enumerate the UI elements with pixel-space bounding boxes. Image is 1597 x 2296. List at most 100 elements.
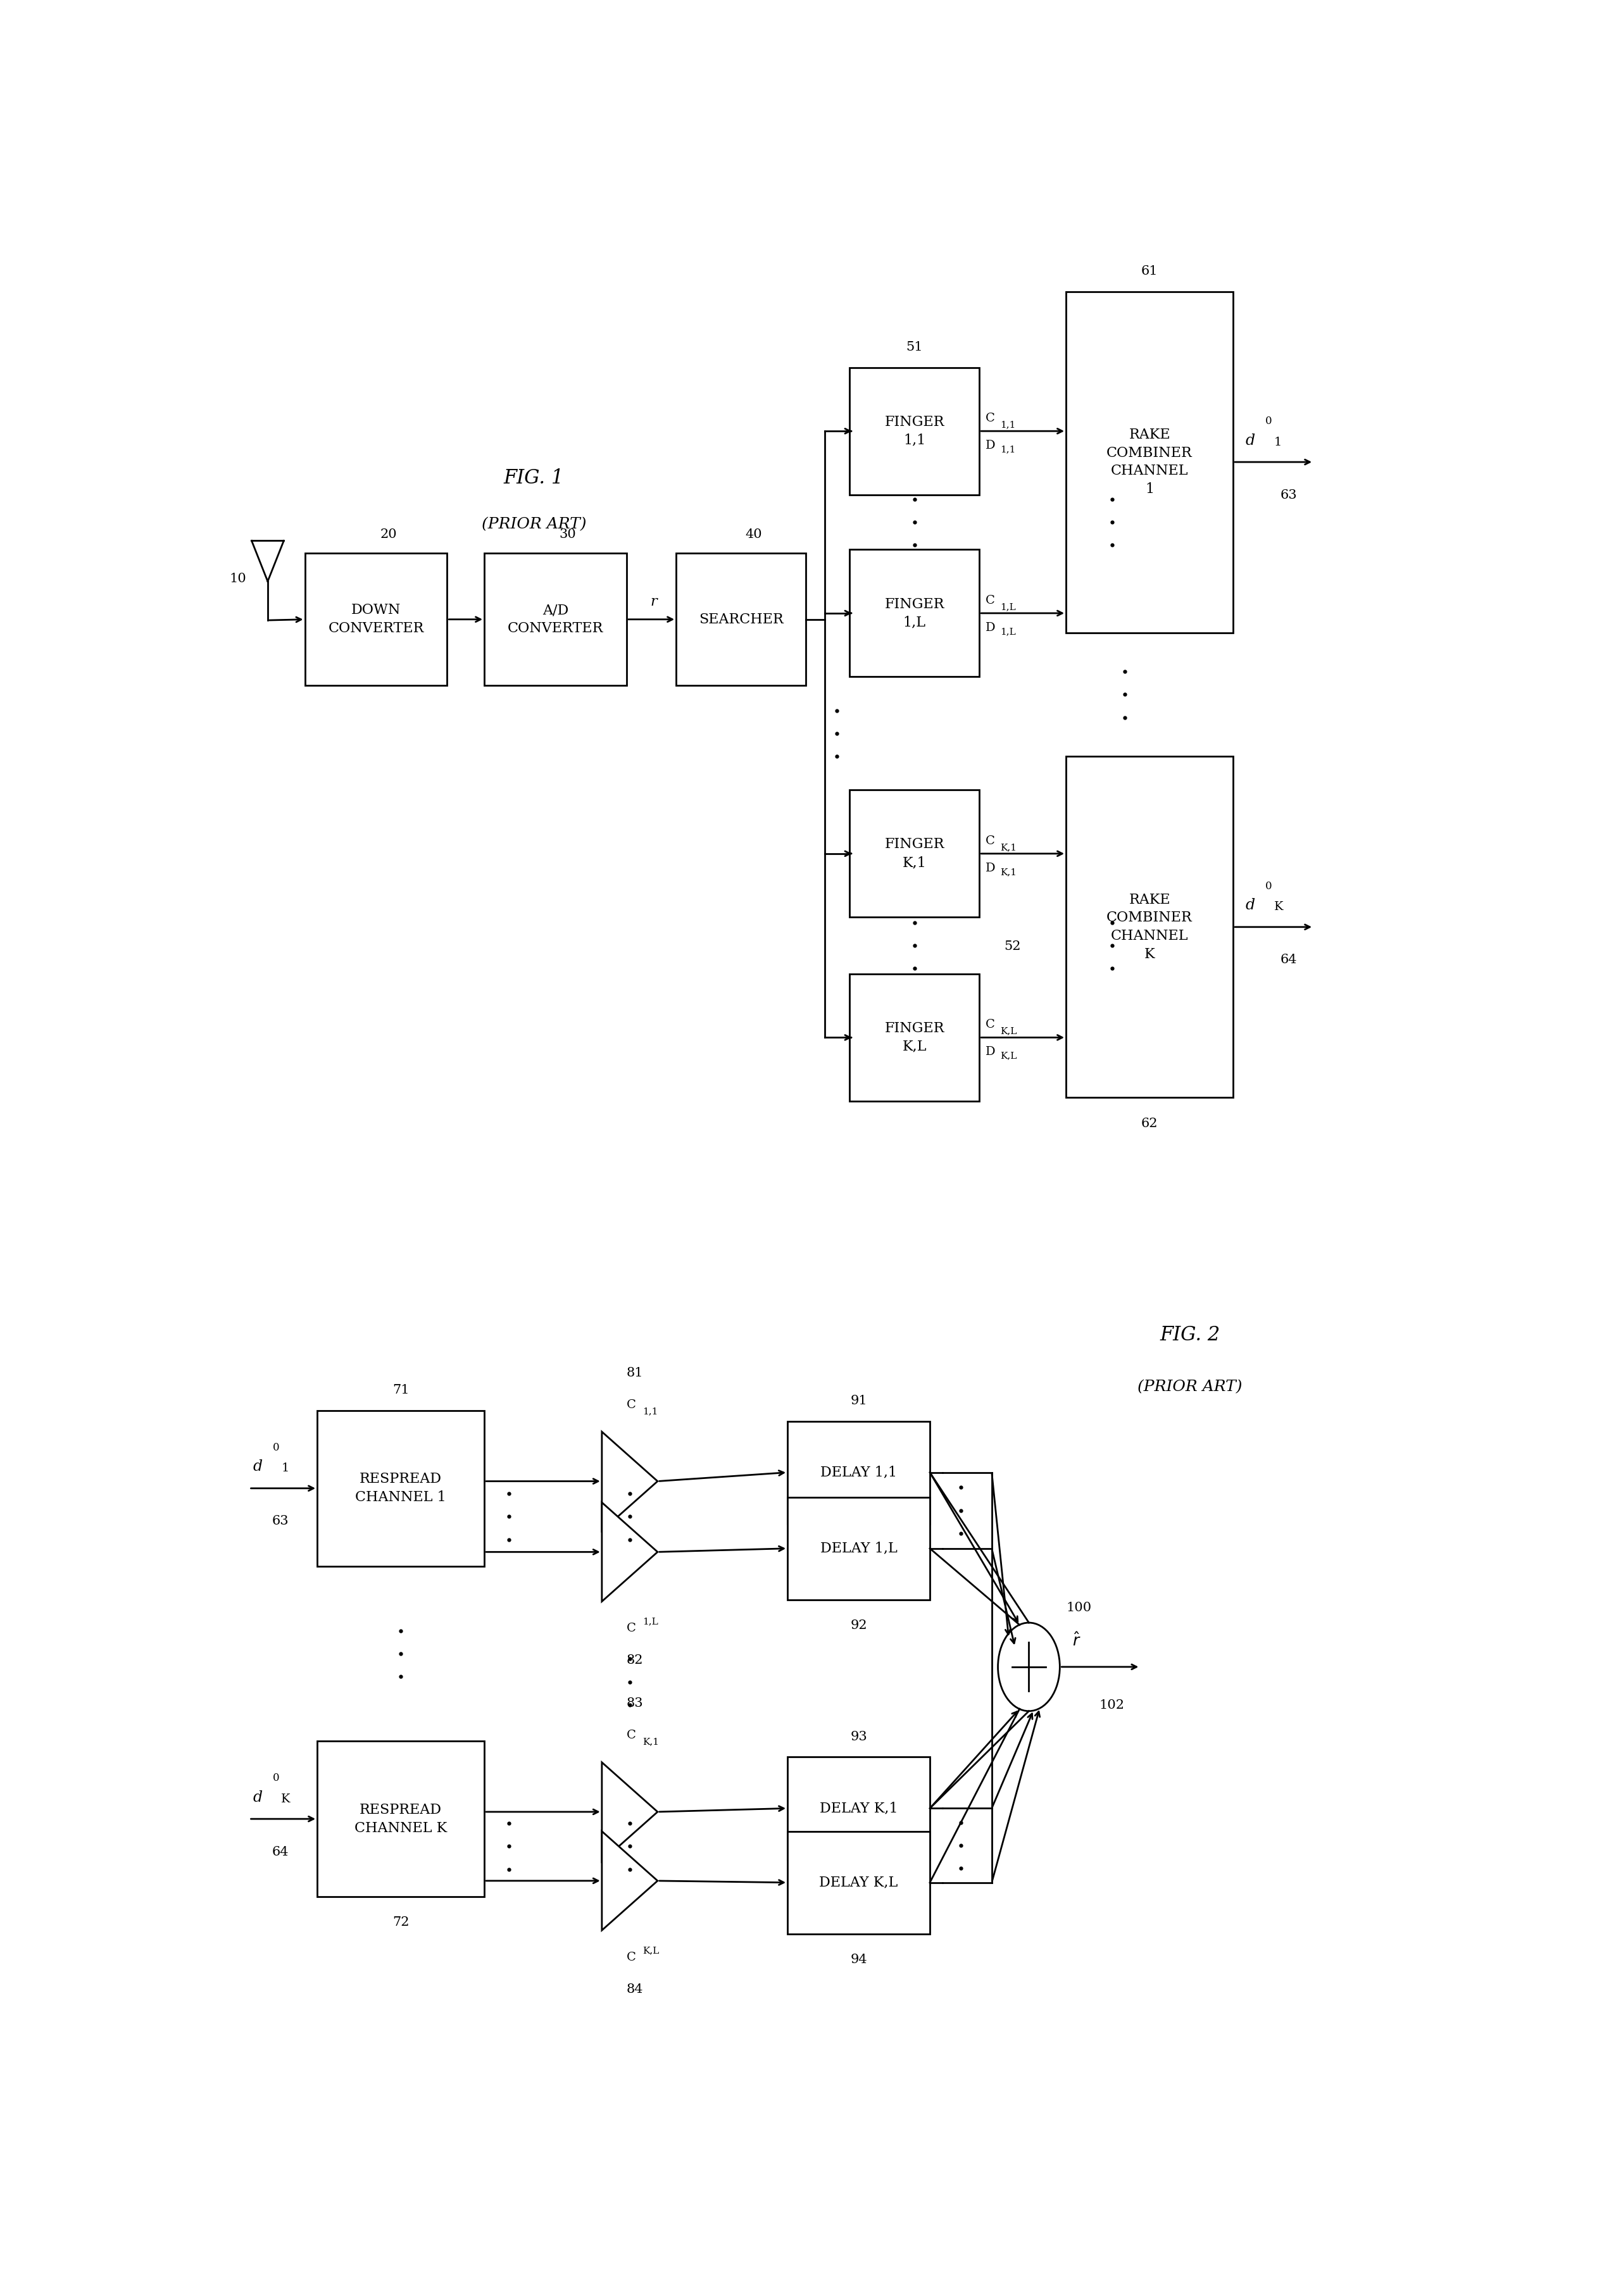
Text: 71: 71 bbox=[393, 1384, 409, 1396]
FancyBboxPatch shape bbox=[318, 1740, 484, 1896]
FancyBboxPatch shape bbox=[484, 553, 626, 687]
Text: A/D
CONVERTER: A/D CONVERTER bbox=[508, 604, 604, 636]
Text: 10: 10 bbox=[230, 574, 246, 585]
Text: D: D bbox=[985, 1047, 995, 1058]
Text: C: C bbox=[626, 1952, 636, 1963]
Text: 72: 72 bbox=[393, 1917, 409, 1929]
Text: C: C bbox=[985, 595, 995, 606]
Text: 1: 1 bbox=[1274, 436, 1282, 448]
Text: 40: 40 bbox=[746, 528, 762, 542]
Text: DELAY K,1: DELAY K,1 bbox=[819, 1802, 898, 1816]
FancyBboxPatch shape bbox=[850, 367, 979, 494]
Text: 1: 1 bbox=[281, 1463, 289, 1474]
Text: RAKE
COMBINER
CHANNEL
1: RAKE COMBINER CHANNEL 1 bbox=[1107, 427, 1193, 496]
Text: 1,1: 1,1 bbox=[1000, 420, 1016, 429]
Text: 102: 102 bbox=[1099, 1699, 1124, 1711]
Text: 84: 84 bbox=[626, 1984, 644, 1995]
Text: FINGER
K,L: FINGER K,L bbox=[885, 1022, 944, 1054]
FancyBboxPatch shape bbox=[850, 790, 979, 918]
FancyBboxPatch shape bbox=[850, 974, 979, 1102]
Text: K,1: K,1 bbox=[1000, 843, 1017, 852]
Text: r: r bbox=[650, 595, 658, 608]
FancyBboxPatch shape bbox=[305, 553, 447, 687]
Text: 1,L: 1,L bbox=[1000, 602, 1016, 611]
Text: C: C bbox=[985, 836, 995, 847]
FancyBboxPatch shape bbox=[787, 1497, 929, 1600]
Text: $\hat{r}$: $\hat{r}$ bbox=[1072, 1632, 1081, 1649]
Text: C: C bbox=[626, 1398, 636, 1410]
Text: RESPREAD
CHANNEL K: RESPREAD CHANNEL K bbox=[355, 1802, 447, 1835]
Text: 83: 83 bbox=[626, 1697, 644, 1708]
FancyBboxPatch shape bbox=[787, 1421, 929, 1525]
Polygon shape bbox=[602, 1433, 658, 1531]
Polygon shape bbox=[602, 1763, 658, 1862]
Text: 1,1: 1,1 bbox=[1000, 445, 1016, 455]
Text: C: C bbox=[985, 413, 995, 425]
Text: K,1: K,1 bbox=[642, 1738, 660, 1747]
Text: 63: 63 bbox=[1281, 489, 1297, 501]
Text: 62: 62 bbox=[1142, 1118, 1158, 1130]
Text: d: d bbox=[252, 1791, 262, 1805]
Text: 20: 20 bbox=[380, 528, 396, 542]
Text: 0: 0 bbox=[1265, 416, 1271, 427]
Text: d: d bbox=[252, 1460, 262, 1474]
Text: D: D bbox=[985, 441, 995, 452]
Text: SEARCHER: SEARCHER bbox=[699, 613, 784, 627]
FancyBboxPatch shape bbox=[850, 549, 979, 677]
Text: DELAY 1,1: DELAY 1,1 bbox=[821, 1465, 898, 1479]
Text: 61: 61 bbox=[1142, 266, 1158, 278]
Text: K,L: K,L bbox=[1000, 1026, 1017, 1035]
Text: 64: 64 bbox=[1281, 953, 1297, 967]
Text: 100: 100 bbox=[1067, 1603, 1091, 1614]
Text: 0: 0 bbox=[1265, 882, 1271, 891]
Text: (PRIOR ART): (PRIOR ART) bbox=[1137, 1380, 1242, 1394]
Text: K,1: K,1 bbox=[1000, 868, 1017, 877]
Text: d: d bbox=[1246, 434, 1255, 448]
Text: K: K bbox=[1274, 902, 1282, 914]
Text: K,L: K,L bbox=[642, 1947, 660, 1956]
Text: DOWN
CONVERTER: DOWN CONVERTER bbox=[327, 604, 423, 636]
Text: 94: 94 bbox=[850, 1954, 867, 1965]
Text: 64: 64 bbox=[271, 1846, 289, 1857]
Text: D: D bbox=[985, 863, 995, 875]
Text: 30: 30 bbox=[559, 528, 577, 542]
Text: d: d bbox=[1246, 898, 1255, 914]
FancyBboxPatch shape bbox=[1067, 292, 1233, 634]
Polygon shape bbox=[602, 1502, 658, 1603]
Text: 51: 51 bbox=[905, 342, 923, 354]
Text: C: C bbox=[626, 1729, 636, 1740]
Text: RESPREAD
CHANNEL 1: RESPREAD CHANNEL 1 bbox=[355, 1472, 446, 1504]
FancyBboxPatch shape bbox=[787, 1832, 929, 1933]
Text: 52: 52 bbox=[1005, 941, 1020, 953]
Text: FIG. 1: FIG. 1 bbox=[503, 468, 564, 487]
Text: 91: 91 bbox=[850, 1396, 867, 1407]
FancyBboxPatch shape bbox=[787, 1756, 929, 1860]
Text: (PRIOR ART): (PRIOR ART) bbox=[481, 517, 586, 533]
Polygon shape bbox=[602, 1832, 658, 1931]
Text: FIG. 2: FIG. 2 bbox=[1159, 1325, 1220, 1345]
FancyBboxPatch shape bbox=[1067, 755, 1233, 1097]
Text: 82: 82 bbox=[626, 1655, 644, 1667]
Text: K: K bbox=[281, 1793, 291, 1805]
Text: 92: 92 bbox=[850, 1619, 867, 1632]
Text: 81: 81 bbox=[626, 1366, 644, 1378]
Text: C: C bbox=[985, 1019, 995, 1031]
Text: 63: 63 bbox=[271, 1515, 289, 1527]
Text: 1,1: 1,1 bbox=[642, 1407, 658, 1417]
Text: 0: 0 bbox=[273, 1442, 279, 1453]
Text: D: D bbox=[985, 622, 995, 634]
Text: RAKE
COMBINER
CHANNEL
K: RAKE COMBINER CHANNEL K bbox=[1107, 893, 1193, 962]
Text: FINGER
1,L: FINGER 1,L bbox=[885, 597, 944, 629]
FancyBboxPatch shape bbox=[676, 553, 806, 687]
Text: 93: 93 bbox=[850, 1731, 867, 1743]
Text: K,L: K,L bbox=[1000, 1052, 1017, 1061]
Text: DELAY 1,L: DELAY 1,L bbox=[821, 1541, 898, 1554]
Text: 1,L: 1,L bbox=[1000, 627, 1016, 636]
Text: C: C bbox=[626, 1623, 636, 1635]
FancyBboxPatch shape bbox=[318, 1410, 484, 1566]
Text: FINGER
1,1: FINGER 1,1 bbox=[885, 416, 944, 448]
Text: 1,L: 1,L bbox=[642, 1616, 658, 1626]
Text: DELAY K,L: DELAY K,L bbox=[819, 1876, 898, 1890]
Text: 0: 0 bbox=[273, 1773, 279, 1784]
Text: FINGER
K,1: FINGER K,1 bbox=[885, 838, 944, 870]
